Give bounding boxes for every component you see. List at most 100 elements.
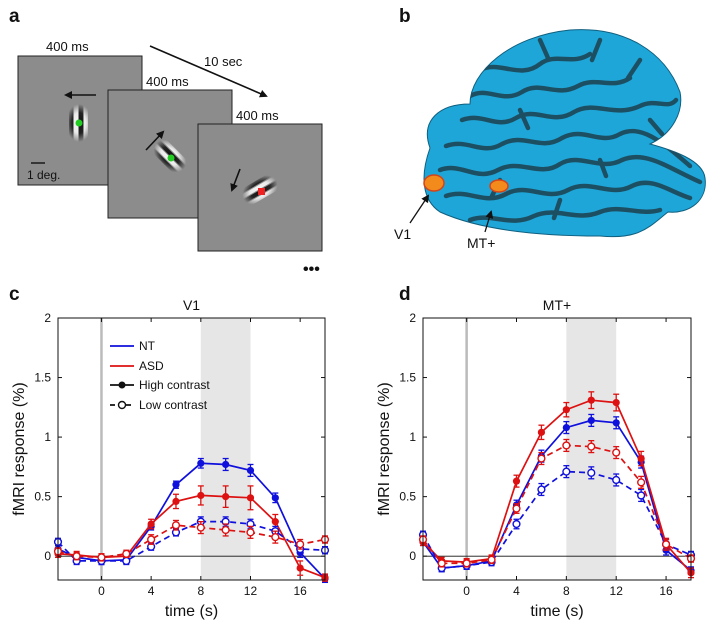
y-tick-label: 2 — [409, 311, 416, 325]
data-point — [637, 491, 646, 500]
data-point — [246, 494, 255, 502]
x-tick-label: 12 — [610, 584, 624, 598]
x-tick-label: 8 — [563, 584, 570, 598]
data-point — [222, 493, 230, 501]
data-point — [512, 504, 521, 513]
x-tick-label: 0 — [463, 584, 470, 598]
x-tick-label: 4 — [513, 584, 520, 598]
roi-mt — [489, 179, 509, 193]
y-tick-label: 1 — [409, 430, 416, 444]
y-tick-label: 1.5 — [399, 371, 416, 385]
series-line — [57, 462, 326, 580]
y-tick-label: 0.5 — [399, 490, 416, 504]
chart-v1: 0 4 8 12 16 0 0.5 1 1.5 2 V1 time (s) fMRI response … — [11, 297, 330, 620]
data-point — [612, 419, 620, 427]
data-point — [562, 467, 571, 476]
data-point — [562, 441, 571, 450]
series-line — [57, 520, 326, 562]
mt-pointer — [484, 210, 494, 233]
data-point — [271, 518, 279, 526]
x-tick-label: 16 — [659, 584, 673, 598]
data-point — [562, 406, 570, 414]
stimulus-shading — [200, 318, 251, 580]
series-nt-high — [54, 457, 329, 584]
scale-bar-label: 1 deg. — [27, 168, 60, 182]
data-point — [587, 468, 596, 477]
data-point — [246, 466, 255, 475]
x-tick-label: 0 — [98, 584, 105, 598]
data-point — [637, 454, 645, 463]
motion-arrow-2 — [145, 130, 165, 151]
data-point — [512, 477, 521, 485]
data-point — [637, 478, 646, 487]
x-tick-label: 16 — [293, 584, 307, 598]
data-point — [271, 533, 280, 542]
x-axis-label: time (s) — [530, 603, 583, 620]
v1-pointer — [409, 194, 430, 224]
legend-label-nt: NT — [139, 339, 156, 353]
brain-panel: V1 MT+ — [394, 29, 706, 251]
data-point — [147, 535, 156, 544]
roi-v1 — [423, 174, 445, 192]
legend-marker-high — [118, 381, 126, 389]
axes-box — [57, 317, 326, 581]
motion-arrow-3 — [230, 168, 241, 192]
y-tick-label: 2 — [44, 311, 51, 325]
panel-label-a: a — [9, 6, 20, 27]
stimulus-panel: 1 deg. 400 ms 400 ms — [17, 39, 323, 278]
x-tick-label: 4 — [148, 584, 155, 598]
series-asd-low — [418, 438, 696, 568]
data-point — [97, 553, 106, 562]
data-point — [537, 428, 546, 436]
legend-label-low: Low contrast — [139, 398, 208, 412]
duration-label-3: 400 ms — [236, 108, 279, 123]
data-point — [587, 416, 595, 425]
data-point — [171, 521, 181, 530]
sulcal-pattern — [437, 37, 703, 223]
series-nt-high — [419, 413, 695, 575]
series-line — [57, 494, 326, 579]
series-line — [422, 399, 692, 574]
x-tick-label: 12 — [244, 584, 258, 598]
legend-label-high: High contrast — [139, 378, 210, 392]
data-point — [612, 448, 621, 457]
data-point — [587, 442, 596, 451]
fixation-dot-2 — [167, 154, 175, 162]
data-point — [122, 549, 131, 558]
data-point — [537, 454, 546, 463]
legend-label-asd: ASD — [139, 359, 164, 373]
data-point — [197, 459, 205, 467]
data-point — [72, 552, 81, 561]
series-asd-high — [419, 391, 695, 579]
data-point — [172, 481, 180, 489]
v1-label: V1 — [394, 226, 411, 242]
data-point — [296, 564, 304, 572]
series-line — [57, 524, 326, 559]
data-point — [612, 398, 620, 407]
panel-label-b: b — [399, 6, 411, 27]
data-point — [296, 540, 305, 549]
series-asd-high — [54, 485, 329, 582]
y-tick-label: 0.5 — [34, 490, 51, 504]
data-point — [587, 396, 595, 404]
data-point — [661, 540, 671, 549]
data-point — [512, 519, 521, 529]
x-tick-label: 8 — [197, 584, 204, 598]
data-point — [612, 475, 621, 485]
chart-title: MT+ — [543, 297, 571, 313]
y-tick-label: 0 — [409, 549, 416, 563]
series-line — [422, 419, 692, 572]
data-point — [222, 460, 230, 469]
axes-box — [422, 317, 692, 581]
legend: NT ASD High contrast Low contrast — [110, 339, 210, 412]
mt-label: MT+ — [467, 235, 495, 251]
duration-label-1: 400 ms — [46, 39, 89, 54]
data-point — [196, 523, 205, 532]
y-tick-label: 0 — [44, 549, 51, 563]
data-point — [197, 491, 205, 500]
data-point — [437, 559, 446, 568]
data-point — [172, 497, 180, 505]
interval-label: 10 sec — [204, 54, 243, 69]
series-line — [422, 470, 692, 569]
